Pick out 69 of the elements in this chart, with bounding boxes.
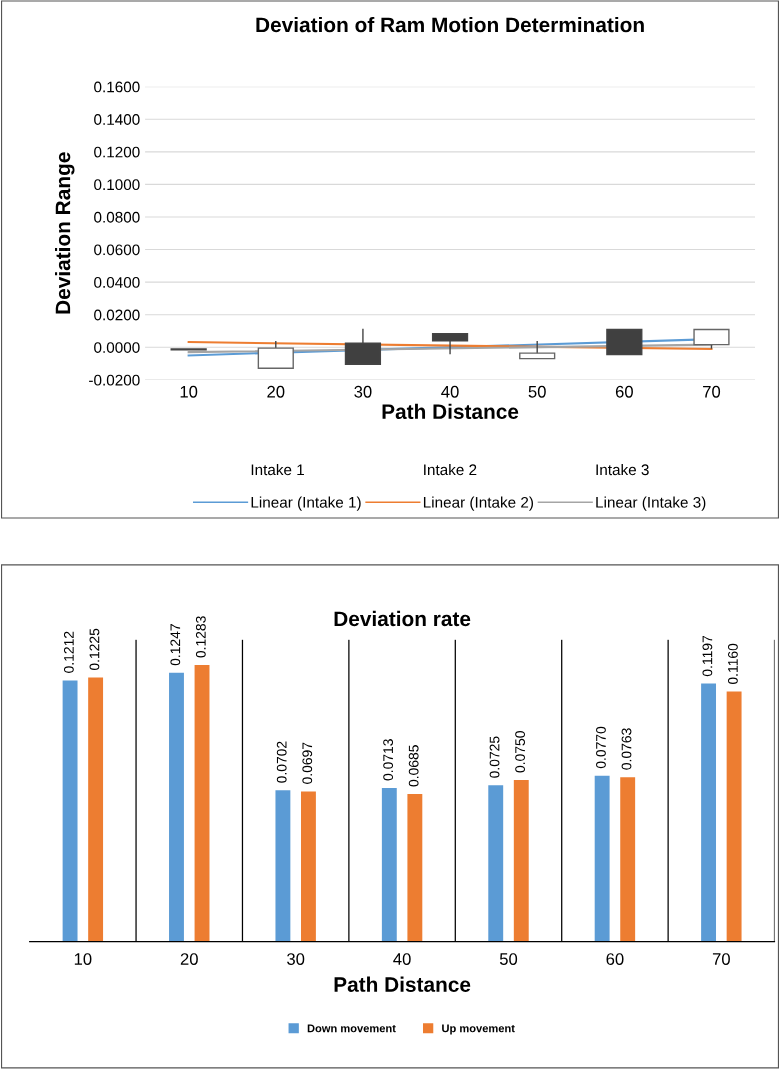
data-label: 0.1225 [89, 628, 100, 671]
y-tick-label: 0.0600 [94, 244, 140, 256]
y-tick-label: 0.1400 [94, 114, 140, 125]
bar [301, 791, 316, 942]
bar [169, 672, 184, 942]
y-tick-label: -0.0200 [89, 374, 140, 386]
data-label: 0.1247 [170, 624, 181, 666]
bar [701, 683, 717, 942]
x-axis-title: Path Distance [382, 403, 519, 420]
x-tick-label: 30 [354, 385, 372, 398]
data-label: 0.0702 [276, 741, 287, 783]
y-tick-label: 0.1200 [94, 146, 140, 158]
y-tick-label: 0.1600 [94, 81, 140, 93]
bar [407, 793, 423, 942]
data-label: 0.0685 [408, 745, 419, 787]
x-tick-label: 10 [180, 385, 198, 398]
text: Intake 2 [424, 463, 477, 476]
data-label: 0.0763 [621, 728, 632, 770]
bar [275, 790, 291, 942]
x-tick-label: 60 [606, 953, 624, 965]
x-tick-label: 40 [441, 385, 459, 398]
x-tick-label: 60 [615, 385, 633, 398]
x-tick-label: 20 [180, 953, 198, 965]
candlestick [344, 328, 382, 365]
text: Intake 3 [596, 463, 649, 476]
data-label: 0.1283 [195, 616, 206, 658]
bar [513, 779, 529, 942]
bar [381, 787, 397, 942]
y-tick-label: 0.0200 [94, 309, 140, 321]
bar [726, 691, 742, 942]
y-tick-label: 0.0400 [94, 276, 140, 288]
data-label: 0.0725 [489, 736, 500, 778]
candlestick [170, 348, 207, 351]
x-tick-label: 50 [499, 953, 518, 965]
x-axis-title: Path Distance [334, 976, 471, 992]
x-tick-label: 70 [712, 953, 730, 965]
data-label: 0.1160 [728, 643, 738, 685]
legend-label: Up movement [442, 1024, 515, 1035]
candlestick [606, 328, 643, 356]
x-tick-label: 30 [287, 953, 305, 965]
data-label: 0.0713 [383, 739, 394, 781]
x-tick-label: 50 [528, 385, 546, 398]
bar [620, 777, 636, 942]
chart-title: Deviation rate [334, 610, 471, 627]
chart-title: Deviation of Ram Motion Determination [256, 16, 644, 33]
y-tick-label: 0.0800 [94, 211, 140, 223]
y-tick-label: 0.0000 [94, 342, 140, 353]
data-label: 0.1212 [63, 631, 74, 673]
bar [62, 680, 78, 942]
legend-label: Down movement [307, 1024, 396, 1033]
legend-label: Linear (Intake 1) [251, 496, 361, 511]
text: Intake 1 [251, 463, 304, 476]
x-tick-label: 40 [393, 953, 411, 965]
bar [88, 677, 104, 942]
x-tick-label: 70 [703, 385, 721, 398]
bar [594, 775, 610, 942]
x-tick-label: 20 [267, 385, 285, 398]
y-tick-label: 0.1000 [94, 179, 140, 191]
legend-label: Linear (Intake 2) [423, 496, 533, 511]
legend-label: Linear (Intake 3) [596, 496, 706, 511]
data-label: 0.0770 [596, 726, 606, 769]
data-label: 0.1197 [702, 635, 713, 677]
bar [488, 785, 504, 942]
data-label: 0.0697 [302, 742, 313, 784]
x-tick-label: 10 [74, 953, 92, 965]
data-label: 0.0750 [515, 731, 525, 773]
candlestick [431, 332, 469, 355]
y-axis-title: Deviation Range [55, 152, 75, 314]
bar [194, 665, 210, 942]
